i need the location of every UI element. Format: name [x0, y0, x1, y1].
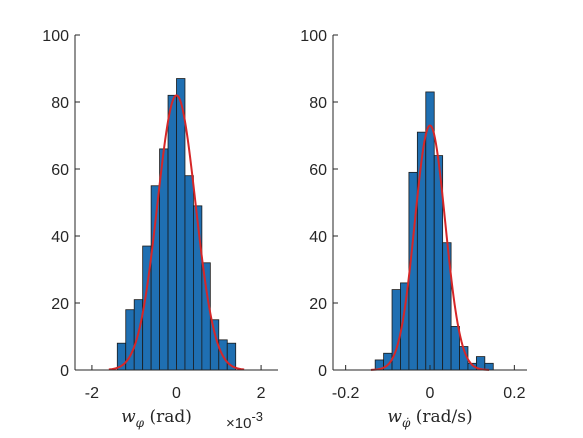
chart-panel-2: 0 20 40 60 80 100 -0.2 0 0.2 wφ̇ (rad/s): [300, 28, 527, 430]
y-tick-label: 20: [309, 296, 327, 313]
x-exponent-label: ×10-3: [226, 409, 263, 432]
histogram-bar-10: [193, 205, 203, 371]
y-tick-label: 100: [42, 28, 69, 45]
y-tick-label: 0: [318, 363, 327, 380]
x-axis-label: wφ̇ (rad/s): [387, 407, 472, 430]
y-tick-label: 20: [51, 296, 69, 313]
y-tick-label: 0: [60, 363, 69, 380]
chart-panel-1: 0 20 40 60 80 100 -2 0 2 wφ (rad) ×10-3: [42, 28, 278, 432]
y-tick-label: 80: [309, 95, 327, 112]
fit-curve: [370, 124, 490, 371]
histogram-bar-7: [167, 94, 177, 371]
x-tick-label: 2: [257, 385, 266, 402]
y-tick-label: 60: [309, 162, 327, 179]
histogram-bar-8: [176, 78, 186, 371]
y-tick-label: 80: [51, 95, 69, 112]
fit-curve: [108, 94, 245, 371]
y-tick-label: 40: [51, 229, 69, 246]
x-tick-label: -0.2: [332, 385, 360, 402]
x-tick-label: 0.2: [503, 385, 525, 402]
histogram-bar-9: [184, 175, 194, 371]
y-tick-label: 60: [51, 162, 69, 179]
histogram-bar-11: [201, 262, 211, 371]
y-tick-label: 100: [300, 28, 327, 45]
x-tick-label: 0: [172, 385, 181, 402]
x-tick-label: -2: [85, 385, 99, 402]
x-axis-label: wφ (rad): [121, 407, 192, 430]
histogram-bar-10: [450, 326, 460, 371]
x-tick-label: 0: [426, 385, 435, 402]
y-tick-label: 40: [309, 229, 327, 246]
